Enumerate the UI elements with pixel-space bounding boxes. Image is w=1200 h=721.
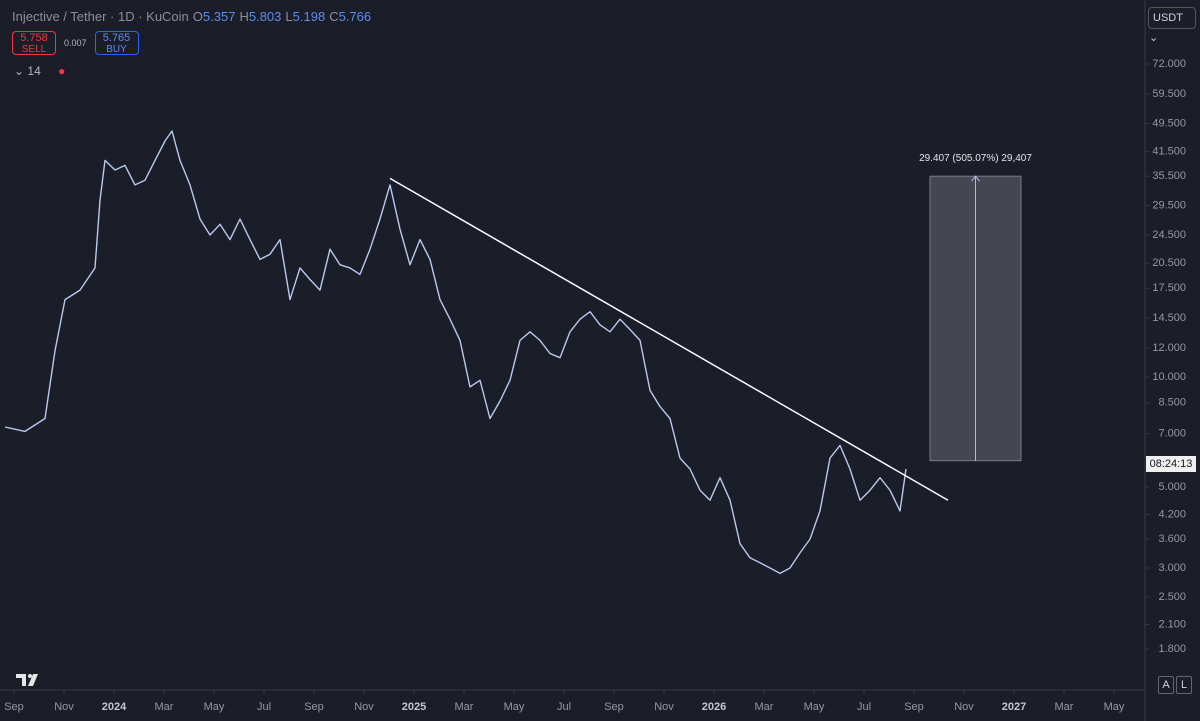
buy-button[interactable]: 5.765 BUY	[94, 31, 139, 55]
measure-arrow	[971, 175, 980, 461]
y-tick-label: 2.500	[1158, 591, 1186, 603]
trendline	[389, 177, 949, 501]
sell-button[interactable]: 5.758 SELL	[12, 31, 56, 55]
symbol: Injective / Tether · 1D · KuCoin	[12, 9, 189, 24]
ohlc-label: O	[192, 9, 203, 24]
y-tick-label: 35.500	[1152, 170, 1186, 182]
currency-button[interactable]: USDT ⌄	[1148, 7, 1196, 44]
x-tick-label: Mar	[155, 701, 174, 713]
countdown-label: 08:24:13	[1146, 456, 1196, 473]
y-tick-label: 20.500	[1152, 257, 1186, 269]
ohlc-value: 5.198	[292, 9, 326, 24]
buy-label: BUY	[106, 44, 127, 55]
x-tick-label: May	[504, 701, 525, 713]
x-tick-label: 2024	[102, 701, 127, 713]
indicator-count: 14	[27, 64, 41, 78]
x-tick-label: Nov	[954, 701, 974, 713]
ohlc-value: 5.357	[202, 9, 236, 24]
x-tick-label: May	[1104, 701, 1125, 713]
y-tick-label: 3.600	[1158, 533, 1186, 545]
x-tick-label: Sep	[4, 701, 24, 713]
x-tick-label: Nov	[654, 701, 674, 713]
x-tick-label: Jul	[857, 701, 871, 713]
ohlc-value: 5.803	[248, 9, 282, 24]
x-tick-label: Jul	[257, 701, 271, 713]
tv-logo	[16, 674, 38, 686]
y-tick-label: 5.000	[1158, 481, 1186, 493]
x-tick-label: 2026	[702, 701, 726, 713]
ohlc-label: C	[329, 9, 339, 24]
x-tick-label: Mar	[455, 701, 474, 713]
log-scale-button[interactable]: L	[1176, 676, 1192, 694]
y-tick-label: 2.100	[1158, 618, 1186, 630]
y-tick-label: 1.800	[1158, 643, 1186, 655]
x-tick-label: May	[804, 701, 825, 713]
y-tick-label: 4.200	[1158, 509, 1186, 521]
x-tick-label: 2025	[402, 701, 426, 713]
y-tick-label: 8.500	[1158, 397, 1186, 409]
y-tick-label: 12.000	[1152, 342, 1186, 354]
x-tick-label: May	[204, 701, 225, 713]
y-tick-label: 59.500	[1152, 88, 1186, 100]
y-tick-label: 41.500	[1152, 145, 1186, 157]
x-tick-label: Sep	[304, 701, 324, 713]
y-tick-label: 14.500	[1152, 312, 1186, 324]
ohlc-value: 5.766	[338, 9, 372, 24]
y-tick-label: 72.000	[1152, 58, 1186, 70]
y-tick-label: 3.000	[1158, 562, 1186, 574]
y-tick-label: 10.000	[1152, 371, 1186, 383]
measure-label: 29.407 (505.07%) 29,407	[919, 153, 1032, 164]
buy-price: 5.765	[102, 32, 131, 44]
x-tick-label: Jul	[557, 701, 571, 713]
y-tick-label: 24.500	[1152, 229, 1186, 241]
sell-label: SELL	[21, 44, 47, 55]
x-tick-label: Mar	[1055, 701, 1074, 713]
y-tick-label: 29.500	[1152, 199, 1186, 211]
trade-panel: 5.758 SELL 0.007 5.765 BUY	[12, 31, 139, 55]
ohlc: O5.357 H5.803 L5.198 C5.766	[189, 9, 371, 24]
x-tick-label: Nov	[54, 701, 74, 713]
auto-scale-button[interactable]: A	[1158, 676, 1174, 694]
y-tick-label: 7.000	[1158, 428, 1186, 440]
spread: 0.007	[64, 38, 87, 48]
sell-price: 5.758	[20, 32, 48, 44]
x-tick-label: Mar	[755, 701, 774, 713]
x-tick-label: Sep	[904, 701, 924, 713]
x-tick-label: Sep	[604, 701, 624, 713]
ohlc-label: L	[285, 9, 293, 24]
x-tick-label: Nov	[354, 701, 374, 713]
y-tick-label: 49.500	[1152, 117, 1186, 129]
x-tick-label: 2027	[1002, 701, 1026, 713]
y-tick-label: 17.500	[1152, 282, 1186, 294]
ohlc-label: H	[239, 9, 249, 24]
price-line	[4, 130, 907, 575]
currency: USDT	[1153, 12, 1183, 24]
indicators-toggle[interactable]: ⌄ 14 ●	[14, 64, 66, 78]
header: Injective / Tether · 1D · KuCoin O5.357 H5…	[12, 9, 371, 24]
